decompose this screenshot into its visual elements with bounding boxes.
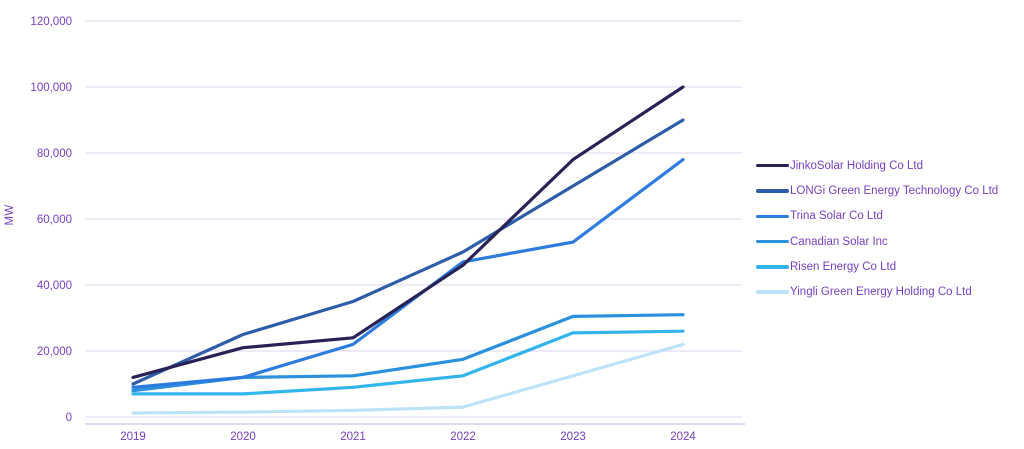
legend-line-swatch (756, 290, 789, 294)
legend-line-swatch (756, 214, 789, 218)
y-axis-tick-label: 100,000 (30, 82, 72, 94)
chart-legend: JinkoSolar Holding Co Ltd LONGi Green Ene… (756, 153, 998, 305)
series-line (131, 118, 685, 386)
legend-label: Yingli Green Energy Holding Co Ltd (790, 286, 972, 299)
y-axis-tick-label: 120,000 (30, 16, 72, 28)
y-axis-tick-label: 60,000 (37, 214, 72, 226)
y-axis-tick-label: 40,000 (37, 280, 72, 292)
series-line (131, 158, 685, 389)
y-axis-tick-label: 0 (66, 412, 72, 424)
legend-label: LONGi Green Energy Technology Co Ltd (790, 184, 999, 197)
x-axis-tick-label: 2022 (450, 431, 476, 443)
y-axis-title: MW (4, 204, 16, 226)
legend-line-swatch (756, 239, 789, 244)
series-line (131, 85, 685, 379)
legend-line-swatch (756, 265, 789, 269)
legend-item: JinkoSolar Holding Co Ltd (756, 153, 998, 178)
legend-line-swatch (756, 189, 789, 193)
y-axis-tick-label: 80,000 (37, 148, 72, 160)
legend-label: JinkoSolar Holding Co Ltd (790, 159, 923, 172)
x-axis-tick-label: 2020 (230, 431, 256, 443)
legend-item: Canadian Solar Inc (756, 229, 998, 254)
legend-label: Trina Solar Co Ltd (790, 210, 883, 223)
series-line (131, 329, 685, 396)
legend-label: Risen Energy Co Ltd (790, 260, 897, 273)
x-axis-tick-label: 2019 (120, 431, 146, 443)
legend-item: Risen Energy Co Ltd (756, 254, 998, 279)
x-axis-tick-label: 2021 (340, 431, 366, 443)
y-axis-tick-label: 20,000 (37, 346, 72, 358)
legend-label: Canadian Solar Inc (790, 235, 888, 248)
legend-line-swatch (756, 163, 789, 168)
x-axis-tick-label: 2024 (670, 431, 696, 443)
legend-item: Yingli Green Energy Holding Co Ltd (756, 279, 998, 304)
legend-item: Trina Solar Co Ltd (756, 204, 998, 229)
x-axis-tick-label: 2023 (560, 431, 586, 443)
series-line (131, 342, 685, 415)
legend-item: LONGi Green Energy Technology Co Ltd (756, 178, 998, 203)
